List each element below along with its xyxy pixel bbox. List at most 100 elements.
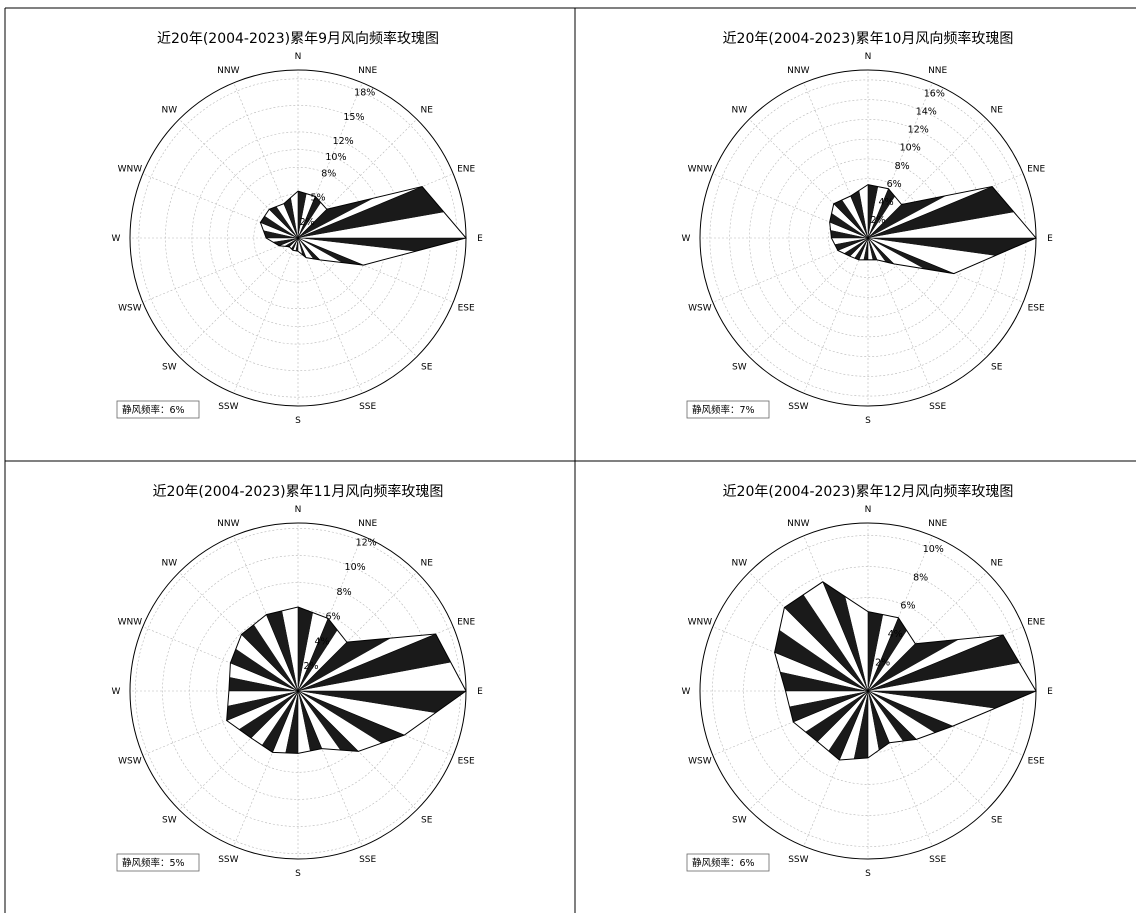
rose-spoke-nne (867, 188, 889, 239)
rose-sector-dark-nne (868, 617, 907, 691)
rose-sector-dark-wsw (789, 691, 868, 722)
radial-tick-label: 6% (326, 612, 341, 623)
rose-spoke-ssw (839, 690, 869, 761)
direction-label-sse: SSE (359, 402, 376, 412)
rose-sector-dark-sw (805, 691, 868, 742)
rose-sector-light-ssw (251, 691, 298, 746)
rose-spoke-nne (297, 196, 316, 239)
grid-spoke-ssw (803, 237, 869, 394)
rose-sector-light-e (298, 238, 415, 266)
rose-sector-light-ssw (817, 691, 868, 751)
rose-sector-dark-ene (868, 186, 1015, 238)
wind-rose-november: 近20年(2004-2023)累年11月风向频率玫瑰图 N NNE NE ENE E ESE… (5, 461, 573, 914)
rose-spoke-ese (297, 237, 364, 266)
rose-sector-dark-nnw (822, 581, 868, 691)
direction-label-n: N (295, 505, 302, 515)
rose-sector-dark-nne (298, 196, 322, 238)
wind-rose-september: 近20年(2004-2023)累年9月风向频率玫瑰图 N NNE NE ENE E ESE S… (5, 8, 573, 461)
rose-sector-dark-s (295, 238, 298, 252)
rose-sector-dark-s (863, 238, 868, 260)
radial-tick-label: 18% (354, 88, 375, 99)
rose-sector-light-nne (868, 630, 916, 691)
rose-sector-light-ene (298, 662, 466, 691)
rose-outline (774, 581, 1037, 761)
rose-spoke-se (867, 237, 895, 265)
rose-sector-light-ese (298, 691, 382, 752)
rose-sector-light-nw (803, 581, 868, 691)
grid-spoke-ssw (233, 237, 299, 394)
direction-label-sse: SSE (929, 855, 946, 865)
rose-spoke-nnw (283, 203, 299, 239)
direction-label-nne: NNE (358, 519, 377, 529)
rose-sector-light-n (298, 612, 329, 691)
rose-sector-light-se (298, 238, 314, 259)
calm-frequency-label: 静风频率：6% (692, 857, 755, 869)
rose-sector-light-wsw (266, 238, 298, 242)
rose-sector-dark-sw (843, 238, 868, 257)
rose-sector-light-nne (868, 196, 902, 238)
radial-tick-label: 4% (888, 629, 903, 640)
direction-label-ssw: SSW (218, 402, 238, 412)
rose-spoke-wnw (230, 662, 299, 692)
direction-label-w: W (112, 687, 121, 697)
direction-label-s: S (865, 869, 871, 879)
rose-spoke-nw (784, 607, 869, 692)
rose-sector-dark-wnw (260, 215, 298, 238)
calm-frequency-label: 静风频率：5% (122, 857, 185, 869)
rose-sector-dark-sw (284, 238, 298, 247)
radial-tick-label: 4% (315, 636, 330, 647)
direction-label-nnw: NNW (787, 66, 809, 76)
rose-sector-light-nw (276, 203, 298, 238)
rose-spoke-nw (833, 203, 869, 239)
chart-title: 近20年(2004-2023)累年9月风向频率玫瑰图 (157, 30, 439, 47)
radial-tick-label: 5% (310, 193, 325, 204)
rose-sector-dark-nw (269, 206, 298, 238)
rose-spoke-ene (297, 186, 423, 239)
radial-tick-label: 2% (871, 215, 886, 226)
direction-label-n: N (295, 52, 302, 62)
direction-label-se: SE (991, 816, 1003, 826)
rose-sector-light-e (868, 238, 995, 274)
wind-rose-svg: 近20年(2004-2023)累年11月风向频率玫瑰图 N NNE NE ENE E ESE… (112, 483, 484, 879)
direction-label-nne: NNE (928, 66, 947, 76)
wind-rose-october: 近20年(2004-2023)累年10月风向频率玫瑰图 N NNE NE ENE E ESE… (575, 8, 1136, 461)
rose-sector-dark-w (228, 677, 298, 691)
rose-sector-dark-ne (868, 639, 960, 691)
rose-sector-light-wnw (235, 634, 298, 691)
direction-label-w: W (682, 687, 691, 697)
rose-sector-light-nne (298, 630, 347, 691)
radial-tick-label: 15% (343, 112, 364, 123)
rose-spoke-nnw (822, 581, 869, 692)
rose-sector-dark-ene (868, 635, 1020, 691)
direction-label-ese: ESE (458, 757, 475, 767)
rose-sector-dark-ssw (261, 691, 298, 753)
direction-label-w: W (112, 234, 121, 244)
calm-box (116, 853, 200, 872)
direction-label-sse: SSE (929, 402, 946, 412)
rose-sector-dark-wnw (230, 648, 298, 691)
rose-spoke-ssw (858, 237, 869, 261)
radial-tick-label: 10% (325, 152, 346, 163)
rose-sector-light-ssw (849, 238, 868, 259)
direction-label-wsw: WSW (688, 304, 712, 314)
direction-label-n: N (865, 505, 872, 515)
rose-spoke-ese (297, 690, 405, 736)
chart-title: 近20年(2004-2023)累年11月风向频率玫瑰图 (153, 483, 444, 500)
rose-sector-dark-n (868, 184, 879, 238)
rose-spoke-nnw (266, 614, 299, 692)
radial-tick-label: 2% (303, 661, 318, 672)
rose-sector-light-se (868, 691, 903, 743)
direction-label-wsw: WSW (118, 757, 142, 767)
rose-sector-dark-s (285, 691, 298, 754)
rose-sector-dark-ssw (291, 238, 298, 251)
direction-label-sw: SW (732, 363, 747, 373)
radial-tick-label: 12% (333, 136, 354, 147)
direction-label-se: SE (421, 363, 433, 373)
direction-label-nnw: NNW (787, 519, 809, 529)
direction-label-sw: SW (162, 363, 177, 373)
direction-label-nnw: NNW (217, 519, 239, 529)
rose-sector-dark-wnw (829, 212, 868, 238)
radial-tick-label: 2% (875, 658, 890, 669)
direction-label-se: SE (421, 816, 433, 826)
